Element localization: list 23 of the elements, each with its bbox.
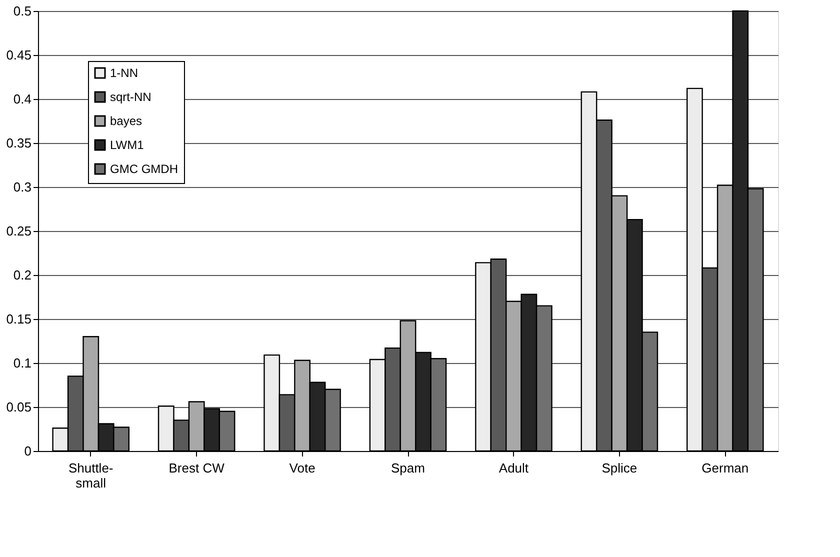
y-tick-label: 0.3 [13,180,32,194]
x-tick-label: Spam [391,460,425,476]
legend-label: bayes [110,114,142,128]
x-tick-label: Brest CW [168,460,226,476]
y-tick-label: 0.1 [13,356,32,370]
y-tick-label: 0.35 [6,136,32,150]
y-tick-label: 0 [24,444,32,458]
x-tick-label: Vote [289,460,316,476]
y-tick-label: 0.2 [13,268,32,282]
legend-label: 1-NN [110,66,138,80]
y-tick-label: 0.15 [6,312,32,326]
y-tick-label: 0.45 [6,48,32,62]
x-tick-label: Shuttle-small [68,460,114,490]
x-tick-label: Adult [498,460,529,476]
legend-label: sqrt-NN [110,90,152,104]
legend-label: GMC GMDH [110,162,178,176]
y-tick-label: 0.5 [13,4,32,18]
y-tick-label: 0.4 [13,92,32,106]
y-tick-label: 0.05 [6,400,32,414]
x-tick-label: Splice [602,460,638,476]
y-tick-label: 0.25 [6,224,32,238]
x-tick-label: German [702,460,749,476]
legend-label: LWM1 [110,138,144,152]
